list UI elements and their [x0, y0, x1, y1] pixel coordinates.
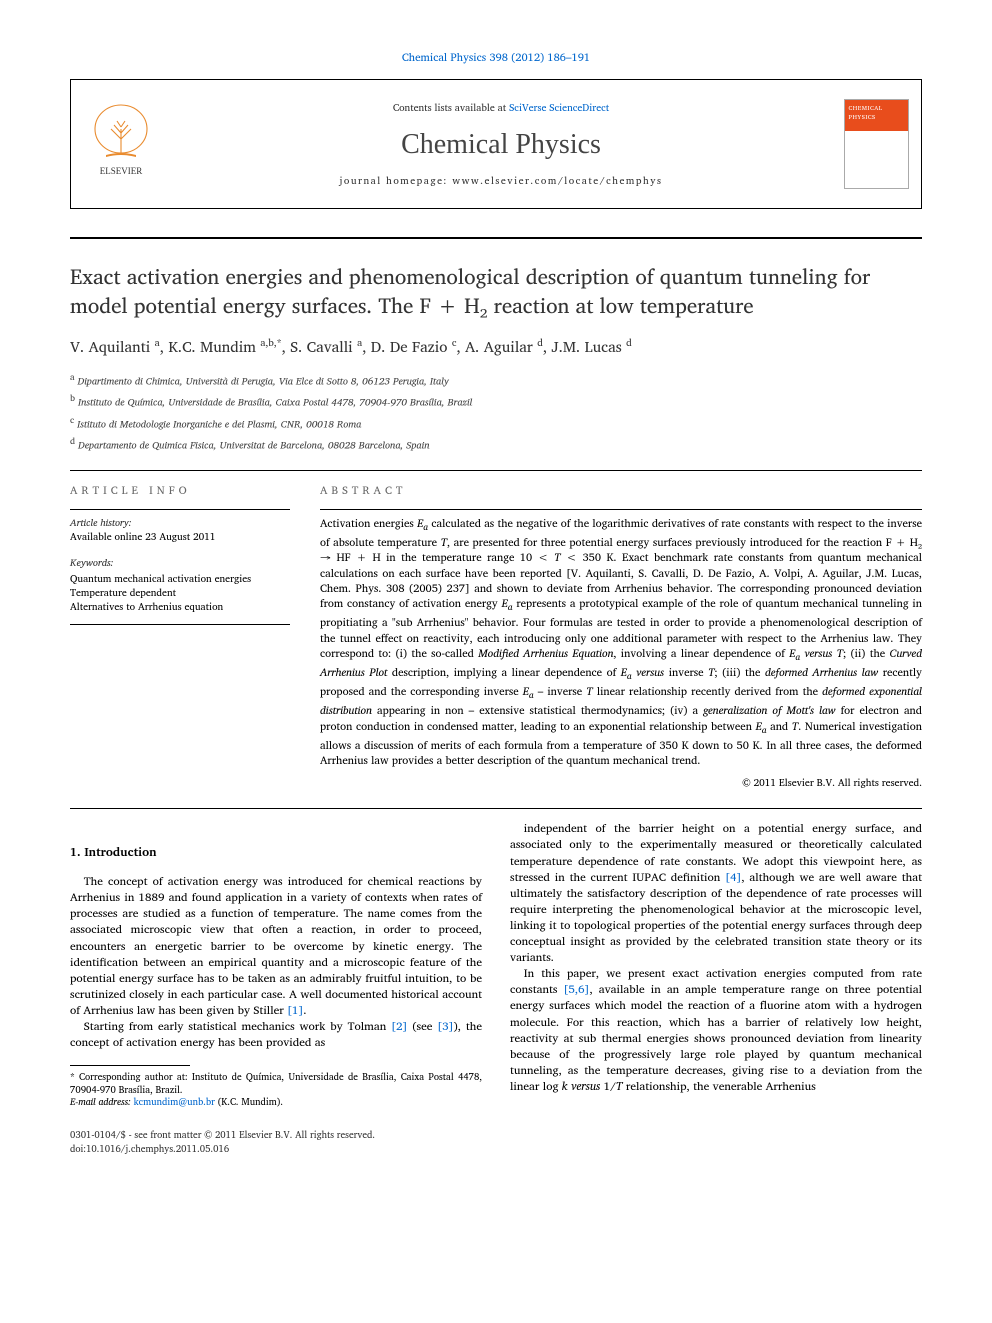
meta-rule: [70, 509, 290, 510]
abstract-heading: abstract: [320, 483, 922, 498]
publisher-logo: ELSEVIER: [71, 91, 171, 197]
elsevier-tree-icon: ELSEVIER: [86, 99, 156, 189]
affiliation: c Istituto di Metodologie Inorganiche e …: [70, 414, 922, 431]
aff-text: Departamento de Quimica Fisica, Universi…: [78, 437, 430, 453]
journal-cover-thumb: CHEMICAL PHYSICS: [831, 91, 921, 197]
affiliation: b Instituto de Química, Universidade de …: [70, 392, 922, 409]
homepage-prefix: journal homepage:: [339, 173, 452, 189]
bottom-matter: 0301-0104/$ - see front matter © 2011 El…: [70, 1129, 922, 1156]
email-author: (K.C. Mundim).: [218, 1095, 283, 1110]
aff-sup: a: [70, 369, 75, 384]
history-text: Available online 23 August 2011: [70, 530, 290, 544]
keyword: Quantum mechanical activation energies: [70, 572, 290, 586]
intro-para: In this paper, we present exact activati…: [510, 966, 922, 1095]
title-rule: [70, 237, 922, 239]
abstract-col: abstract Activation energies Ea calculat…: [320, 483, 922, 790]
sciencedirect-link[interactable]: SciVerse ScienceDirect: [509, 100, 609, 116]
aff-text: Istituto di Metodologie Inorganiche e de…: [77, 416, 361, 432]
doi-line: doi:10.1016/j.chemphys.2011.05.016: [70, 1143, 922, 1156]
aff-sup: d: [70, 433, 75, 448]
abstract-copyright: © 2011 Elsevier B.V. All rights reserved…: [320, 776, 922, 790]
keywords-label: Keywords:: [70, 556, 290, 570]
top-citation: Chemical Physics 398 (2012) 186–191: [70, 50, 922, 65]
journal-name: Chemical Physics: [171, 125, 831, 164]
aff-text: Instituto de Química, Universidade de Br…: [78, 395, 472, 411]
abstract-body: Activation energies Ea calculated as the…: [320, 516, 922, 769]
intro-para: Starting from early statistical mechanic…: [70, 1019, 482, 1051]
email-line: E-mail address: kcmundim@unb.br (K.C. Mu…: [70, 1097, 482, 1109]
intro-para: The concept of activation energy was int…: [70, 874, 482, 1019]
cover-label: CHEMICAL PHYSICS: [849, 104, 908, 121]
article-info-col: article info Article history: Available …: [70, 483, 290, 790]
aff-text: Dipartimento di Chimica, Università di P…: [78, 373, 449, 389]
corresponding-author-note: * Corresponding author at: Instituto de …: [70, 1072, 482, 1097]
meta-grid: article info Article history: Available …: [70, 483, 922, 790]
intro-para: independent of the barrier height on a p…: [510, 821, 922, 966]
footnote-separator: [70, 1065, 190, 1066]
keyword: Alternatives to Arrhenius equation: [70, 600, 290, 614]
svg-text:ELSEVIER: ELSEVIER: [100, 166, 143, 176]
journal-homepage: journal homepage: www.elsevier.com/locat…: [171, 174, 831, 188]
meta-bottom-rule: [70, 808, 922, 809]
homepage-url: www.elsevier.com/locate/chemphys: [452, 173, 662, 189]
affiliation: d Departamento de Quimica Fisica, Univer…: [70, 435, 922, 452]
authors-line: V. Aquilanti a, K.C. Mundim a,b,*, S. Ca…: [70, 336, 922, 357]
aff-sup: b: [70, 390, 75, 405]
issn-line: 0301-0104/$ - see front matter © 2011 El…: [70, 1129, 922, 1142]
keywords-list: Quantum mechanical activation energies T…: [70, 572, 290, 614]
article-title: Exact activation energies and phenomenol…: [70, 263, 922, 320]
keyword: Temperature dependent: [70, 586, 290, 600]
affiliations-block: a Dipartimento di Chimica, Università di…: [70, 371, 922, 452]
article-info-heading: article info: [70, 483, 290, 498]
meta-rule: [70, 624, 290, 625]
contents-lists-line: Contents lists available at SciVerse Sci…: [171, 101, 831, 115]
intro-heading: 1. Introduction: [70, 845, 482, 862]
aff-sup: c: [70, 412, 74, 427]
meta-top-rule: [70, 470, 922, 471]
body-columns: 1. Introduction The concept of activatio…: [70, 821, 922, 1109]
affiliation: a Dipartimento di Chimica, Università di…: [70, 371, 922, 388]
journal-header-box: ELSEVIER Contents lists available at Sci…: [70, 79, 922, 209]
contents-prefix: Contents lists available at: [393, 100, 509, 116]
email-label: E-mail address:: [70, 1095, 131, 1110]
abstract-rule: [320, 509, 922, 510]
email-link[interactable]: kcmundim@unb.br: [134, 1095, 215, 1110]
history-label: Article history:: [70, 516, 290, 530]
